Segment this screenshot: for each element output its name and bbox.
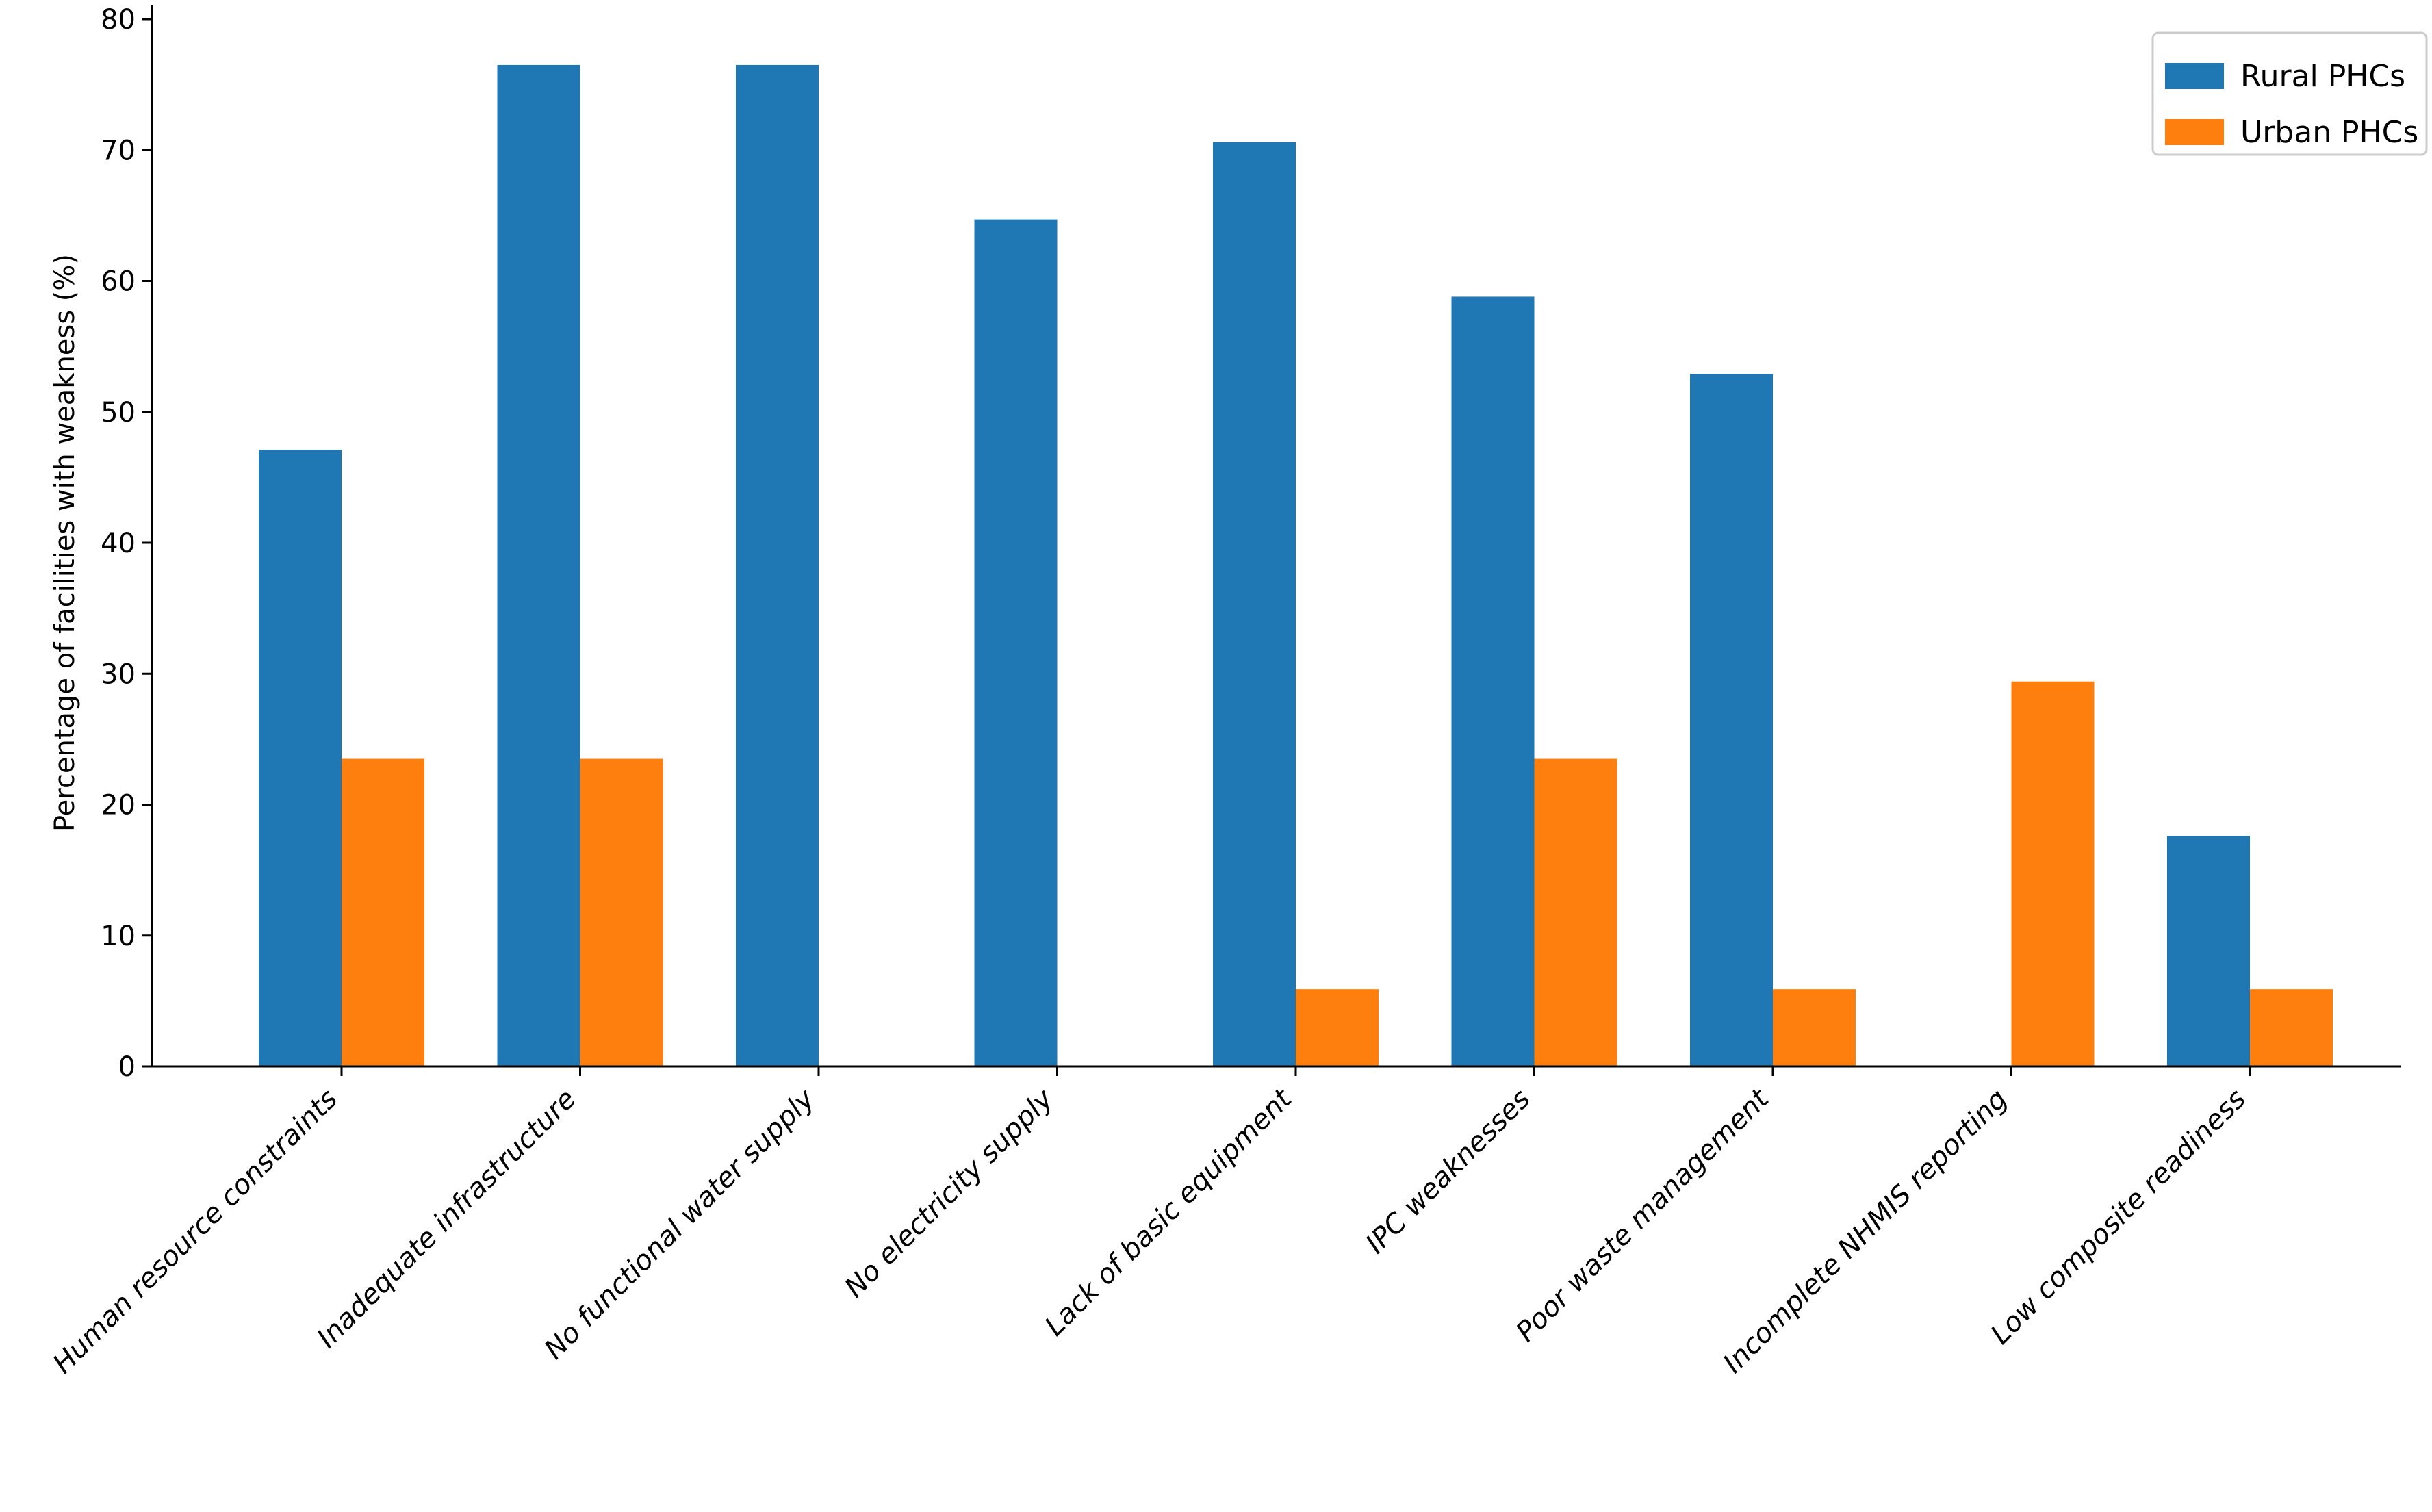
bar-urban-0 xyxy=(342,758,424,1066)
bar-urban-6 xyxy=(1773,989,1856,1066)
y-tick-label: 40 xyxy=(101,528,136,559)
axes-layer xyxy=(151,5,2401,1068)
bars-layer xyxy=(259,64,2333,1067)
legend-swatch-rural xyxy=(2165,63,2224,89)
x-category-label: No electricity supply xyxy=(839,1083,1060,1304)
y-tick-label: 60 xyxy=(101,266,136,298)
x-category-label: Poor waste management xyxy=(1510,1083,1776,1348)
bar-rural-4 xyxy=(1213,142,1296,1066)
y-tick-label: 20 xyxy=(101,790,136,821)
x-category-label: Human resource constraints xyxy=(47,1084,344,1380)
x-category-label: Incomplete NHMIS reporting xyxy=(1717,1084,2014,1380)
bar-rural-2 xyxy=(736,64,819,1066)
y-axis-title: Percentage of facilities with weakness (… xyxy=(49,254,81,832)
bar-rural-3 xyxy=(974,219,1058,1066)
bar-urban-8 xyxy=(2250,989,2333,1066)
bar-rural-5 xyxy=(1451,296,1535,1067)
legend: Rural PHCs Urban PHCs xyxy=(2151,31,2428,156)
y-tick-label: 70 xyxy=(101,135,136,166)
y-tick-label: 10 xyxy=(101,921,136,952)
x-category-label: No functional water supply xyxy=(539,1083,821,1366)
y-tick-label: 0 xyxy=(118,1051,136,1083)
bar-urban-4 xyxy=(1296,989,1379,1066)
y-tick-label: 30 xyxy=(101,658,136,690)
x-category-label: Lack of basic equipment xyxy=(1039,1083,1298,1342)
bar-rural-6 xyxy=(1690,374,1773,1066)
legend-label-urban: Urban PHCs xyxy=(2240,115,2418,150)
bar-urban-1 xyxy=(580,758,663,1066)
bar-rural-1 xyxy=(497,64,580,1066)
x-category-label: Inadequate infrastructure xyxy=(311,1084,583,1355)
y-ticks: 0 10 20 30 40 50 60 70 80 xyxy=(101,4,152,1083)
y-tick-label: 50 xyxy=(101,397,136,428)
bar-rural-0 xyxy=(259,450,342,1066)
legend-swatch-urban xyxy=(2165,119,2224,145)
x-category-label: Low composite readiness xyxy=(1985,1084,2252,1350)
bar-rural-8 xyxy=(2167,836,2250,1066)
bar-urban-7 xyxy=(2011,681,2095,1066)
y-tick-label: 80 xyxy=(101,4,136,36)
legend-label-rural: Rural PHCs xyxy=(2240,59,2405,94)
x-category-label: IPC weaknesses xyxy=(1360,1084,1537,1260)
bar-urban-5 xyxy=(1534,758,1617,1066)
